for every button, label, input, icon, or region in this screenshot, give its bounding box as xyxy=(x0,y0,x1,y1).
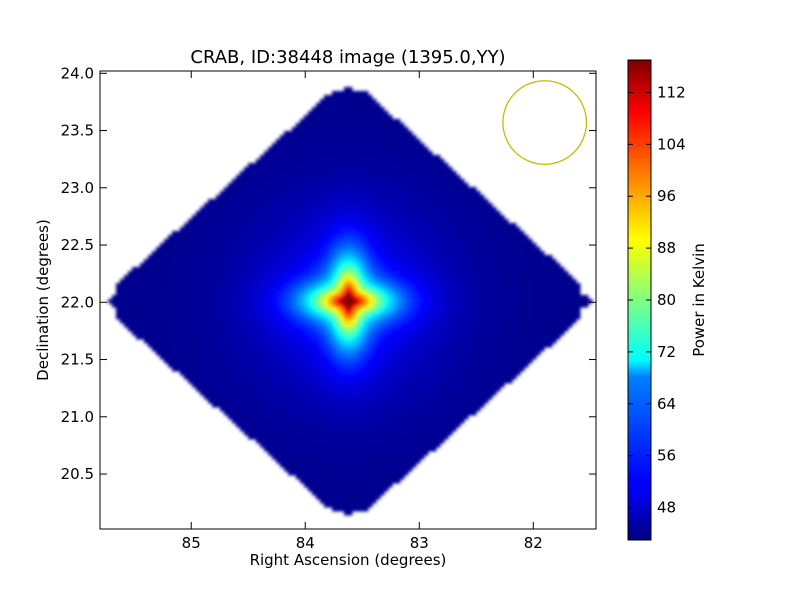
y-tick-label: 22.5 xyxy=(61,236,94,254)
y-axis-ticks: 20.5 21.0 21.5 22.0 22.5 23.0 23.5 24.0 xyxy=(61,64,596,483)
colorbar: 48 56 64 72 80 88 96 104 112 Power in Kelvin xyxy=(627,59,708,541)
x-tick-label: 84 xyxy=(296,534,315,552)
y-tick-label: 23.0 xyxy=(61,179,94,197)
x-axis-label: Right Ascension (degrees) xyxy=(250,551,447,569)
colorbar-label: Power in Kelvin xyxy=(690,243,708,357)
colorbar-ticks: 48 56 64 72 80 88 96 104 112 xyxy=(628,83,686,517)
y-tick-label: 20.5 xyxy=(61,465,94,483)
colorbar-tick-label: 56 xyxy=(657,447,676,465)
x-tick-label: 83 xyxy=(410,534,429,552)
x-tick-label: 85 xyxy=(182,534,201,552)
y-tick-label: 21.0 xyxy=(61,408,94,426)
colorbar-tick-label: 112 xyxy=(657,83,686,101)
y-tick-label: 23.5 xyxy=(61,122,94,140)
colorbar-tick-label: 48 xyxy=(657,499,676,517)
chart-title: CRAB, ID:38448 image (1395.0,YY) xyxy=(190,47,505,68)
colorbar-tick-label: 72 xyxy=(657,343,676,361)
y-tick-label: 24.0 xyxy=(61,64,94,82)
y-tick-label: 21.5 xyxy=(61,351,94,369)
colorbar-tick-label: 64 xyxy=(657,395,676,413)
colorbar-tick-label: 104 xyxy=(657,135,686,153)
colorbar-tick-label: 96 xyxy=(657,187,676,205)
colorbar-tick-label: 80 xyxy=(657,291,676,309)
plot-frame xyxy=(99,70,597,530)
x-tick-label: 82 xyxy=(524,534,543,552)
y-tick-label: 22.0 xyxy=(61,293,94,311)
colorbar-tick-label: 88 xyxy=(657,239,676,257)
intensity-map xyxy=(108,87,593,516)
plot-area: 85 84 83 82 20.5 21.0 21.5 22.0 22.5 23.0 23.5 24.… xyxy=(61,64,597,552)
beam-circle xyxy=(502,80,588,165)
x-axis-ticks: 85 84 83 82 xyxy=(182,71,543,552)
y-axis-label: Declination (degrees) xyxy=(34,219,52,381)
